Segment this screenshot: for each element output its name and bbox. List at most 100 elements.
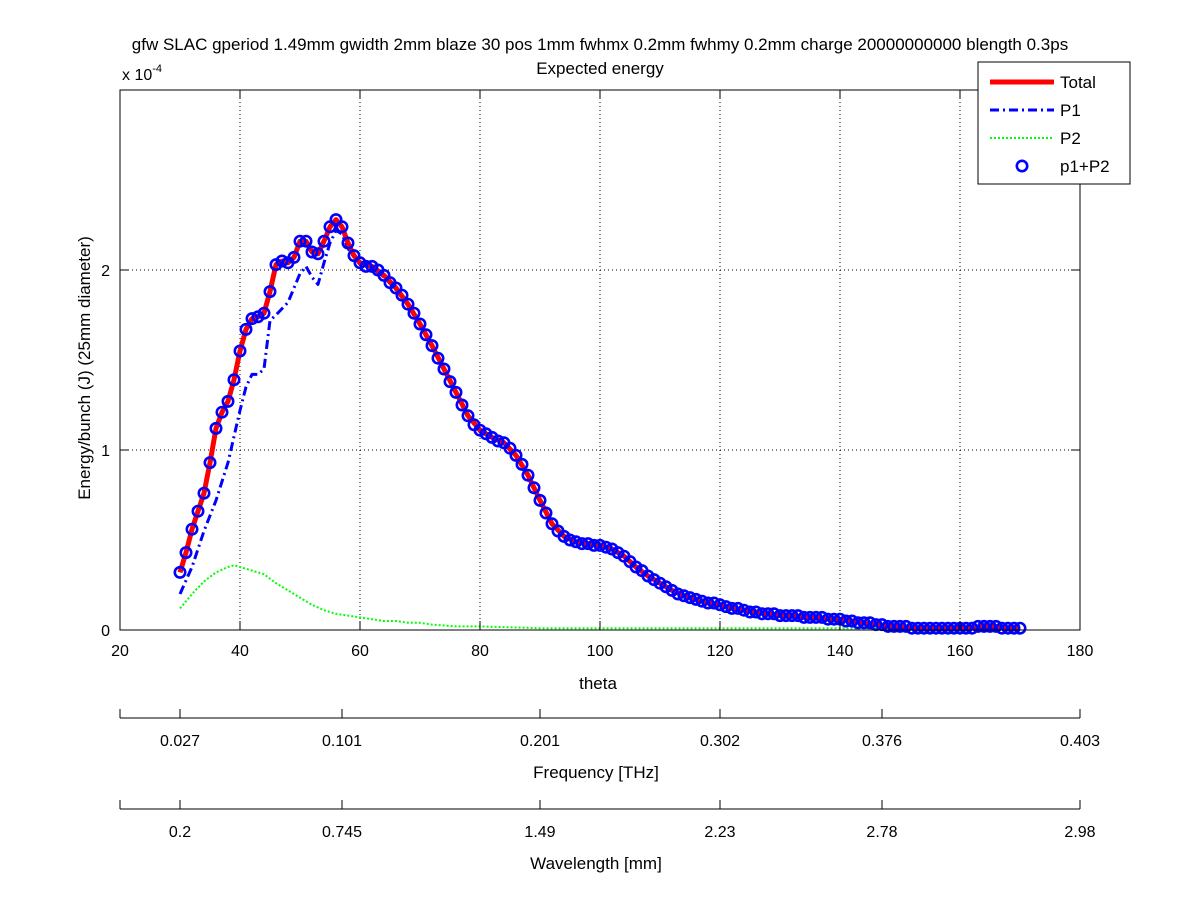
data-point-marker (563, 533, 577, 547)
x-tick-label: 60 (351, 643, 369, 660)
data-point-marker (293, 234, 307, 248)
data-point-marker (575, 537, 589, 551)
data-point-marker (569, 535, 583, 549)
data-point-marker (731, 601, 745, 615)
data-point-marker (221, 394, 235, 408)
data-point-marker (233, 344, 247, 358)
data-point-marker (683, 591, 697, 605)
data-point-marker (311, 247, 325, 261)
data-point-marker (521, 468, 535, 482)
frequency-tick-label: 0.201 (520, 733, 560, 750)
data-point-marker (749, 605, 763, 619)
frequency-tick-label: 0.101 (322, 733, 362, 750)
data-point-marker (851, 616, 865, 630)
y-exponent-label: x 10-4 (122, 63, 162, 84)
data-point-marker (809, 610, 823, 624)
data-point-marker (743, 605, 757, 619)
data-point-marker (287, 250, 301, 264)
y-exponent-power: -4 (152, 63, 162, 75)
data-point-marker (263, 285, 277, 299)
data-point-marker (671, 587, 685, 601)
data-point-marker (767, 607, 781, 621)
axis-ticks: 20 40 60 80 100 120 140 160 180 0 1 2 (101, 90, 1093, 660)
data-point-marker (341, 236, 355, 250)
data-point-marker (887, 619, 901, 633)
data-point-marker (761, 607, 775, 621)
data-point-marker (701, 596, 715, 610)
data-point-marker (335, 220, 349, 234)
data-point-marker (899, 619, 913, 633)
data-point-marker (431, 351, 445, 365)
legend-label-p1-p2: p1+P2 (1060, 157, 1110, 176)
data-point-marker (941, 621, 955, 635)
data-point-marker (935, 621, 949, 635)
data-point-marker (755, 607, 769, 621)
data-point-marker (827, 612, 841, 626)
x-tick-label: 160 (947, 643, 974, 660)
data-point-marker (929, 621, 943, 635)
data-point-marker (989, 619, 1003, 633)
wavelength-tick-label: 0.745 (322, 824, 362, 841)
data-point-marker (599, 540, 613, 554)
legend-label-p1: P1 (1060, 101, 1081, 120)
data-point-marker (791, 609, 805, 623)
data-point-marker (491, 434, 505, 448)
x-tick-label: 20 (111, 643, 129, 660)
data-point-marker (995, 621, 1009, 635)
data-point-marker (695, 594, 709, 608)
data-point-marker (785, 609, 799, 623)
series-p1-p2-markers (173, 213, 1027, 635)
secondary-axes: 0.027 0.101 0.201 0.302 0.376 0.403 Frequency … (119, 709, 1100, 873)
data-point-marker (539, 506, 553, 520)
wavelength-tick-label: 2.98 (1064, 824, 1095, 841)
data-point-marker (857, 616, 871, 630)
data-point-marker (677, 589, 691, 603)
data-point-marker (407, 306, 421, 320)
data-point-marker (965, 621, 979, 635)
data-point-marker (803, 610, 817, 624)
data-point-marker (425, 339, 439, 353)
data-point-marker (527, 481, 541, 495)
data-point-marker (779, 609, 793, 623)
data-point-marker (245, 312, 259, 326)
data-point-marker (317, 234, 331, 248)
data-point-marker (983, 619, 997, 633)
data-point-marker (737, 603, 751, 617)
data-point-marker (509, 448, 523, 462)
data-point-marker (197, 486, 211, 500)
series-p2-line (179, 564, 1020, 630)
wavelength-tick-label: 2.23 (704, 824, 735, 841)
data-point-marker (971, 619, 985, 633)
data-point-marker (461, 409, 475, 423)
data-point-marker (905, 621, 919, 635)
data-point-marker (239, 322, 253, 336)
data-point-marker (863, 616, 877, 630)
data-point-marker (773, 609, 787, 623)
data-point-marker (419, 328, 433, 342)
x-axis-label: theta (579, 674, 617, 693)
data-point-marker (593, 538, 607, 552)
x-tick-label: 180 (1067, 643, 1094, 660)
y-tick-label: 0 (101, 623, 110, 640)
y-exponent-base: x 10 (122, 67, 152, 84)
data-point-marker (203, 456, 217, 470)
data-point-marker (917, 621, 931, 635)
y-tick-label: 2 (101, 263, 110, 280)
data-point-marker (977, 619, 991, 633)
frequency-tick-label: 0.302 (700, 733, 740, 750)
data-point-marker (455, 398, 469, 412)
data-point-marker (839, 614, 853, 628)
x-tick-label: 140 (827, 643, 854, 660)
data-point-marker (449, 385, 463, 399)
data-point-marker (215, 405, 229, 419)
data-point-marker (815, 610, 829, 624)
data-point-marker (581, 537, 595, 551)
wavelength-axis-label: Wavelength [mm] (530, 854, 662, 873)
data-point-marker (209, 421, 223, 435)
data-point-marker (689, 592, 703, 606)
y-axis-label: Energy/bunch (J) (25mm diameter) (75, 236, 94, 500)
x-tick-label: 40 (231, 643, 249, 660)
data-point-marker (1013, 621, 1027, 635)
wavelength-axis: 0.2 0.745 1.49 2.23 2.78 2.98 Wavelength [mm] (119, 800, 1096, 873)
